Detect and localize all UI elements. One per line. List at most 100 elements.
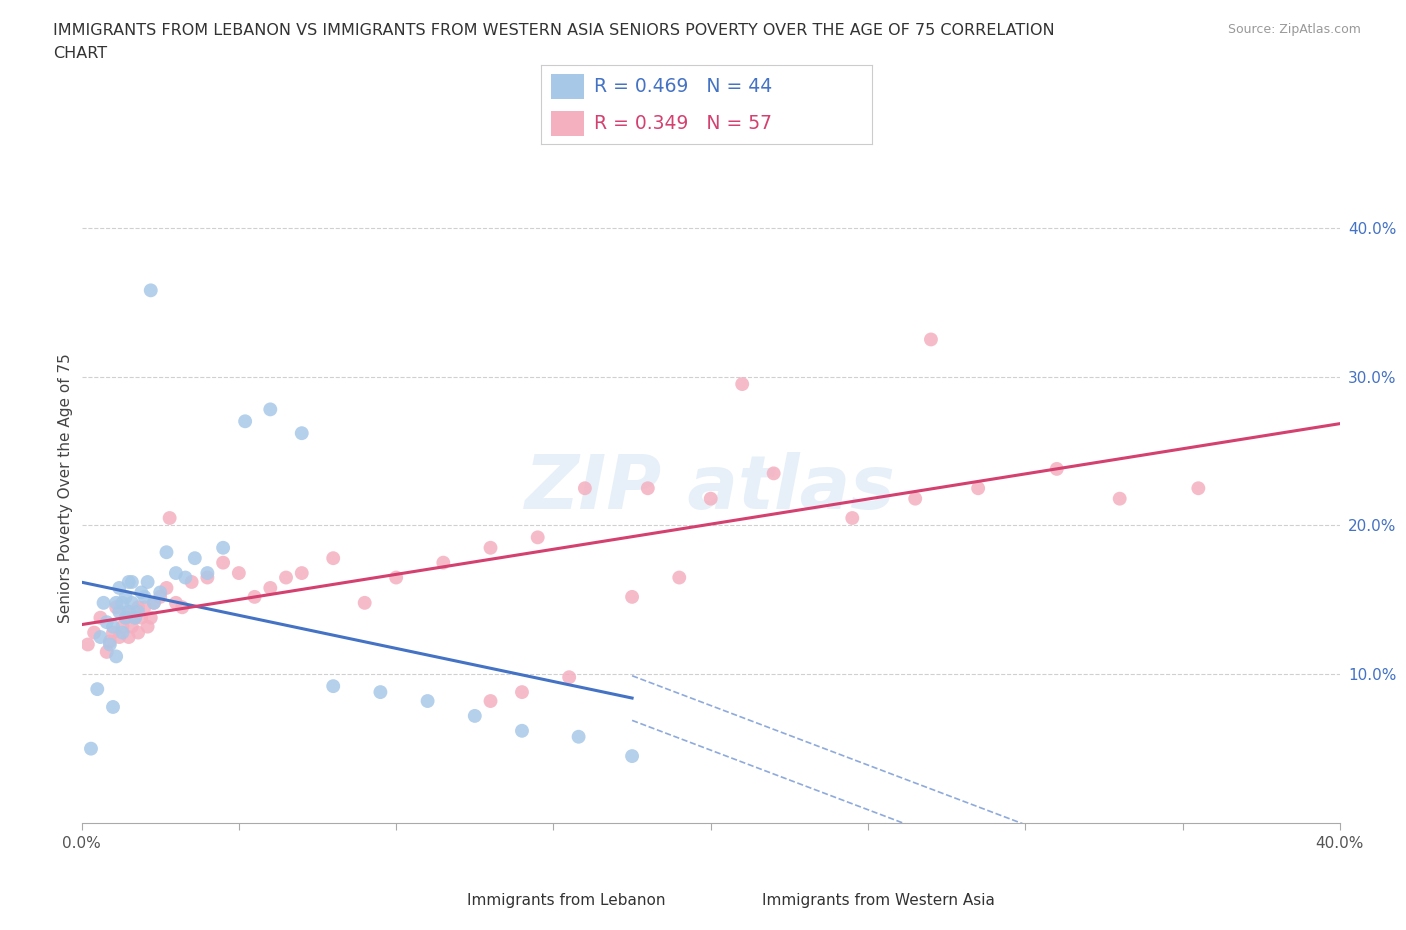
Point [621,590,644,604]
Point [174,570,197,585]
Point [1108,491,1130,506]
Point [479,694,502,709]
Point [105,649,128,664]
Point [142,595,165,610]
Point [259,580,281,595]
Point [159,511,181,525]
Point [142,595,165,610]
Point [291,426,314,441]
Point [668,570,690,585]
Point [134,600,156,615]
Point [621,749,644,764]
Point [479,540,502,555]
Point [114,610,136,625]
Point [118,630,141,644]
Point [108,580,131,595]
Point [96,644,118,659]
Point [134,590,156,604]
Point [118,604,141,619]
Point [108,604,131,619]
Point [98,634,121,649]
Point [197,570,219,585]
Point [127,625,149,640]
Point [920,332,942,347]
Point [155,580,177,595]
Point [228,565,250,580]
Point [101,699,124,714]
Point [89,630,111,644]
Point [574,481,596,496]
Point [86,682,108,697]
Point [114,590,136,604]
Point [131,610,153,625]
Point [98,637,121,652]
Point [139,610,162,625]
Point [124,610,146,625]
Text: Source: ZipAtlas.com: Source: ZipAtlas.com [1227,23,1361,36]
Point [212,555,235,570]
Point [558,670,581,684]
Point [432,555,454,570]
Point [101,619,124,634]
Text: Immigrants from Lebanon: Immigrants from Lebanon [467,893,665,908]
Text: R = 0.469   N = 44: R = 0.469 N = 44 [595,77,772,96]
Point [353,595,375,610]
Point [233,414,256,429]
Point [105,595,128,610]
Point [212,540,235,555]
Point [510,684,533,699]
Point [111,625,134,640]
Point [101,625,124,640]
Point [127,604,149,619]
Point [416,694,439,709]
Point [967,481,990,496]
Point [243,590,266,604]
Point [526,530,548,545]
Point [131,585,153,600]
Point [637,481,659,496]
Point [322,551,344,565]
Point [89,610,111,625]
Point [121,575,143,590]
Point [76,637,98,652]
Point [121,619,143,634]
Point [370,684,392,699]
Point [464,709,486,724]
Point [762,466,785,481]
Point [700,491,723,506]
Bar [551,111,585,137]
Point [121,595,143,610]
Point [96,615,118,630]
Point [80,741,103,756]
Point [83,625,105,640]
Point [172,600,194,615]
Point [139,283,162,298]
Point [149,585,172,600]
Point [322,679,344,694]
Bar [551,73,585,100]
Text: R = 0.349   N = 57: R = 0.349 N = 57 [595,114,772,133]
Point [118,575,141,590]
Y-axis label: Seniors Poverty Over the Age of 75: Seniors Poverty Over the Age of 75 [58,353,73,623]
Point [118,604,141,619]
Point [197,565,219,580]
Point [155,545,177,560]
Point [105,600,128,615]
Point [510,724,533,738]
Point [904,491,927,506]
Point [274,570,297,585]
Point [259,402,281,417]
Point [731,377,754,392]
Point [1187,481,1209,496]
Point [149,590,172,604]
Point [136,619,159,634]
Point [165,565,187,580]
Text: Immigrants from Western Asia: Immigrants from Western Asia [762,893,995,908]
Text: CHART: CHART [53,46,107,61]
Point [841,511,863,525]
Point [108,630,131,644]
Text: IMMIGRANTS FROM LEBANON VS IMMIGRANTS FROM WESTERN ASIA SENIORS POVERTY OVER THE: IMMIGRANTS FROM LEBANON VS IMMIGRANTS FR… [53,23,1054,38]
Point [184,551,207,565]
Point [1046,461,1069,476]
Text: ZIP atlas: ZIP atlas [526,452,896,525]
